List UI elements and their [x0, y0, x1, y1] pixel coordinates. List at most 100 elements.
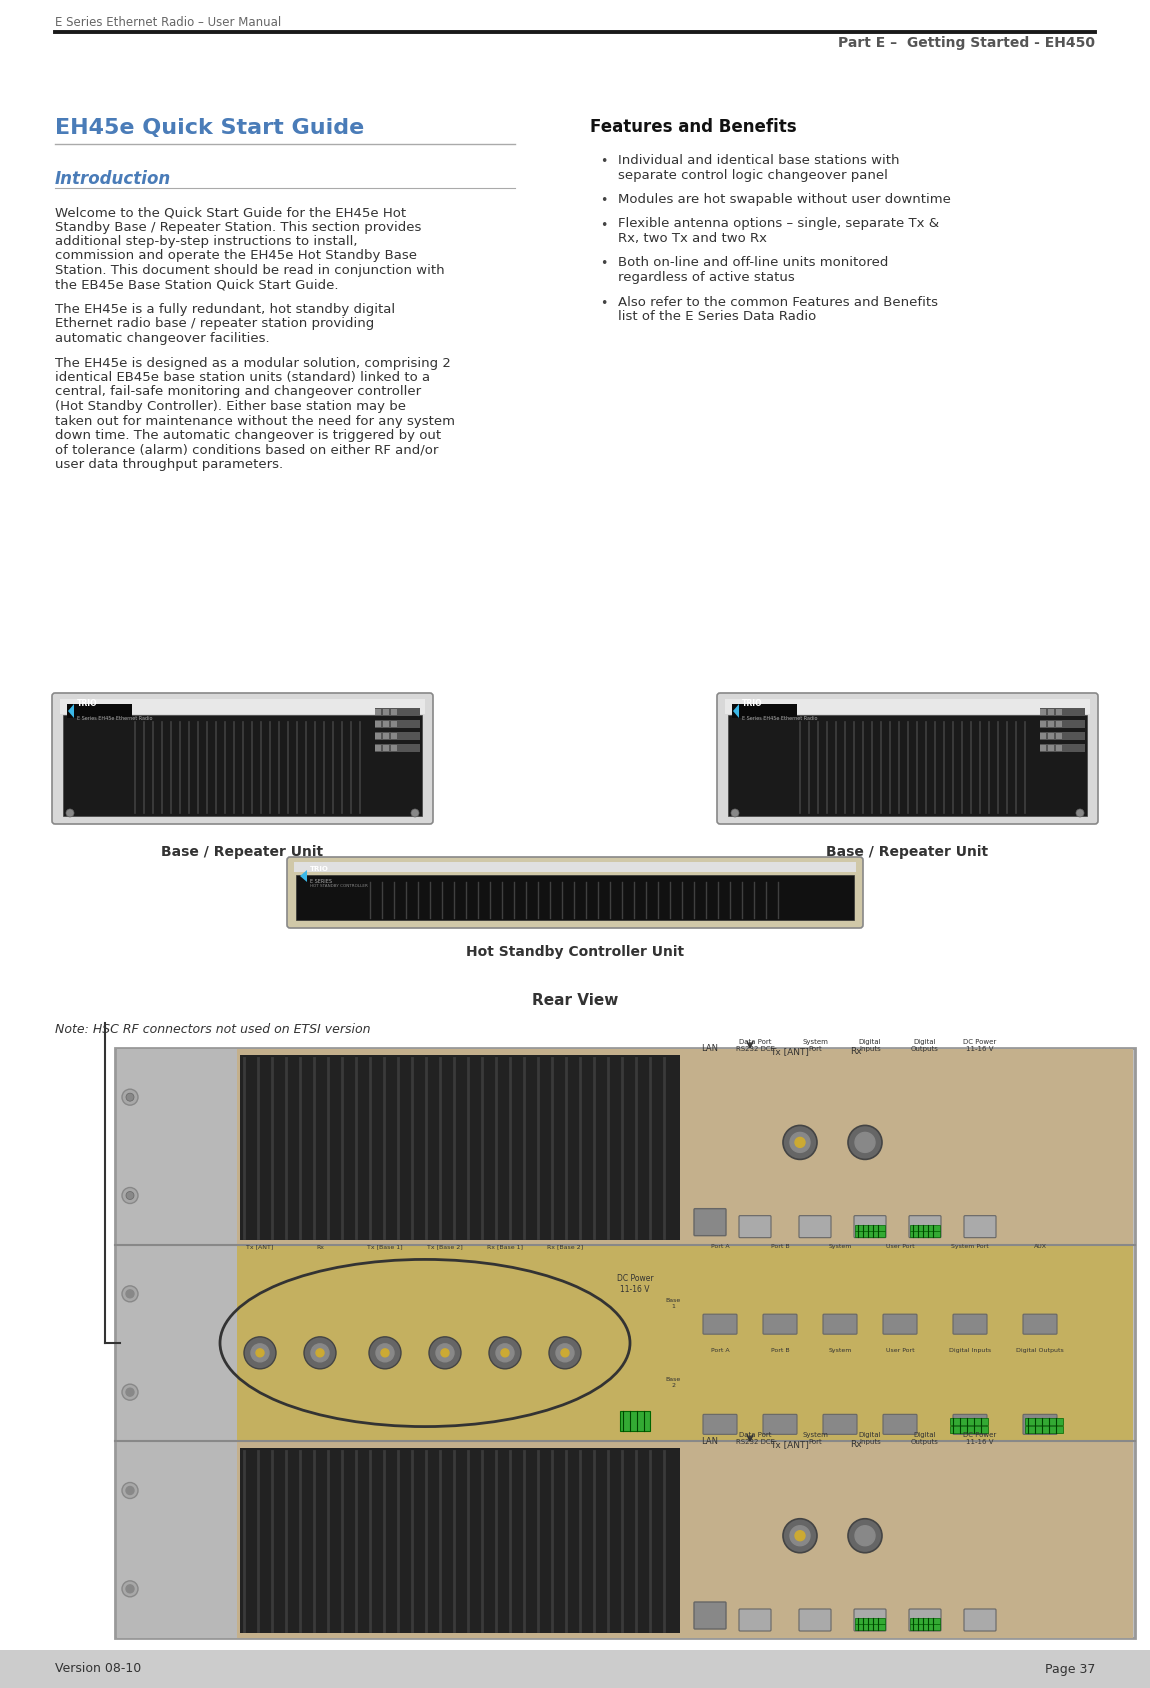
- Circle shape: [854, 1526, 875, 1546]
- FancyBboxPatch shape: [1024, 1315, 1057, 1334]
- Text: automatic changeover facilities.: automatic changeover facilities.: [55, 333, 269, 344]
- Text: Also refer to the common Features and Benefits: Also refer to the common Features and Be…: [618, 295, 938, 309]
- Circle shape: [369, 1337, 401, 1369]
- Circle shape: [122, 1286, 138, 1301]
- Circle shape: [244, 1337, 276, 1369]
- Text: Digital
Outputs: Digital Outputs: [911, 1433, 938, 1445]
- Bar: [1025, 1418, 1063, 1425]
- Bar: [383, 744, 389, 751]
- Text: central, fail-safe monitoring and changeover controller: central, fail-safe monitoring and change…: [55, 385, 421, 398]
- Text: Introduction: Introduction: [55, 170, 171, 187]
- Text: identical EB45e base station units (standard) linked to a: identical EB45e base station units (stan…: [55, 371, 430, 383]
- Text: commission and operate the EH45e Hot Standby Base: commission and operate the EH45e Hot Sta…: [55, 250, 417, 263]
- Text: Note: HSC RF connectors not used on ETSI version: Note: HSC RF connectors not used on ETSI…: [55, 1023, 370, 1036]
- Bar: [733, 704, 797, 717]
- Text: Data Port
RS232 DCE: Data Port RS232 DCE: [736, 1433, 774, 1445]
- Text: Port B: Port B: [770, 1244, 789, 1249]
- Bar: [375, 744, 420, 751]
- Text: Modules are hot swapable without user downtime: Modules are hot swapable without user do…: [618, 192, 951, 206]
- Circle shape: [256, 1349, 264, 1357]
- Bar: [910, 1225, 940, 1231]
- Text: Tx [ANT]: Tx [ANT]: [246, 1244, 274, 1249]
- Circle shape: [122, 1582, 138, 1597]
- Circle shape: [381, 1349, 389, 1357]
- Circle shape: [126, 1094, 135, 1101]
- Circle shape: [304, 1337, 336, 1369]
- Bar: [375, 707, 420, 716]
- Circle shape: [411, 809, 419, 817]
- Text: LAN: LAN: [702, 1438, 719, 1447]
- Text: DC Power
11-16 V: DC Power 11-16 V: [616, 1274, 653, 1293]
- Text: Station. This document should be read in conjunction with: Station. This document should be read in…: [55, 263, 445, 277]
- Bar: [60, 699, 426, 714]
- Bar: [854, 1225, 886, 1231]
- Text: •: •: [600, 194, 607, 208]
- Bar: [0, 1649, 1150, 1688]
- Circle shape: [429, 1337, 461, 1369]
- Bar: [854, 1231, 886, 1237]
- Text: taken out for maintenance without the need for any system: taken out for maintenance without the ne…: [55, 415, 455, 427]
- Circle shape: [126, 1487, 135, 1494]
- Text: User Port: User Port: [886, 1347, 914, 1352]
- Circle shape: [795, 1531, 805, 1541]
- Text: separate control logic changeover panel: separate control logic changeover panel: [618, 169, 888, 182]
- FancyBboxPatch shape: [908, 1215, 941, 1237]
- Circle shape: [122, 1384, 138, 1399]
- Bar: [375, 721, 420, 728]
- Text: Tx [ANT]: Tx [ANT]: [770, 1047, 808, 1057]
- Text: Rx [Base 2]: Rx [Base 2]: [547, 1244, 583, 1249]
- Text: System: System: [828, 1347, 852, 1352]
- Text: Standby Base / Repeater Station. This section provides: Standby Base / Repeater Station. This se…: [55, 221, 421, 233]
- Text: list of the E Series Data Radio: list of the E Series Data Radio: [618, 311, 816, 322]
- Circle shape: [126, 1192, 135, 1200]
- Text: the EB45e Base Station Quick Start Guide.: the EB45e Base Station Quick Start Guide…: [55, 279, 338, 292]
- Text: TRIO: TRIO: [77, 699, 98, 707]
- Text: Both on-line and off-line units monitored: Both on-line and off-line units monitore…: [618, 257, 889, 270]
- Text: Data Port
RS232 DCE: Data Port RS232 DCE: [736, 1040, 774, 1052]
- Text: DC Power
11-16 V: DC Power 11-16 V: [964, 1040, 997, 1052]
- Bar: [620, 1411, 650, 1431]
- Circle shape: [790, 1526, 810, 1546]
- Bar: [375, 733, 381, 739]
- FancyBboxPatch shape: [703, 1415, 737, 1435]
- Text: Digital Outputs: Digital Outputs: [1017, 1347, 1064, 1352]
- Bar: [391, 721, 397, 728]
- Bar: [63, 716, 422, 815]
- Bar: [294, 863, 856, 873]
- Text: E Series Ethernet Radio – User Manual: E Series Ethernet Radio – User Manual: [55, 15, 282, 29]
- Text: LAN: LAN: [702, 1043, 719, 1053]
- Bar: [383, 733, 389, 739]
- Circle shape: [436, 1344, 454, 1362]
- Text: Rx: Rx: [850, 1047, 861, 1057]
- Text: System
Port: System Port: [802, 1433, 828, 1445]
- Text: E Series EH45e Ethernet Radio: E Series EH45e Ethernet Radio: [742, 716, 818, 721]
- Bar: [375, 709, 381, 716]
- Bar: [1040, 744, 1084, 751]
- Bar: [117, 1442, 237, 1637]
- Text: Rx, two Tx and two Rx: Rx, two Tx and two Rx: [618, 231, 767, 245]
- Circle shape: [122, 1187, 138, 1204]
- Circle shape: [122, 1482, 138, 1499]
- Circle shape: [126, 1388, 135, 1396]
- Text: down time. The automatic changeover is triggered by out: down time. The automatic changeover is t…: [55, 429, 442, 442]
- Polygon shape: [733, 704, 739, 717]
- Bar: [117, 1246, 1133, 1442]
- Text: Base
1: Base 1: [666, 1298, 681, 1310]
- FancyBboxPatch shape: [908, 1609, 941, 1631]
- Bar: [1056, 709, 1061, 716]
- Bar: [1056, 744, 1061, 751]
- Circle shape: [501, 1349, 509, 1357]
- FancyBboxPatch shape: [823, 1315, 857, 1334]
- Bar: [240, 1448, 680, 1632]
- Text: •: •: [600, 155, 607, 169]
- Bar: [854, 1619, 886, 1624]
- Circle shape: [555, 1344, 574, 1362]
- Text: Base
2: Base 2: [666, 1377, 681, 1388]
- Text: Rx [Base 1]: Rx [Base 1]: [486, 1244, 523, 1249]
- Bar: [1048, 744, 1055, 751]
- Text: Tx [Base 1]: Tx [Base 1]: [367, 1244, 402, 1249]
- Text: Rear View: Rear View: [531, 993, 619, 1008]
- Polygon shape: [300, 869, 307, 883]
- FancyBboxPatch shape: [964, 1609, 996, 1631]
- Circle shape: [251, 1344, 269, 1362]
